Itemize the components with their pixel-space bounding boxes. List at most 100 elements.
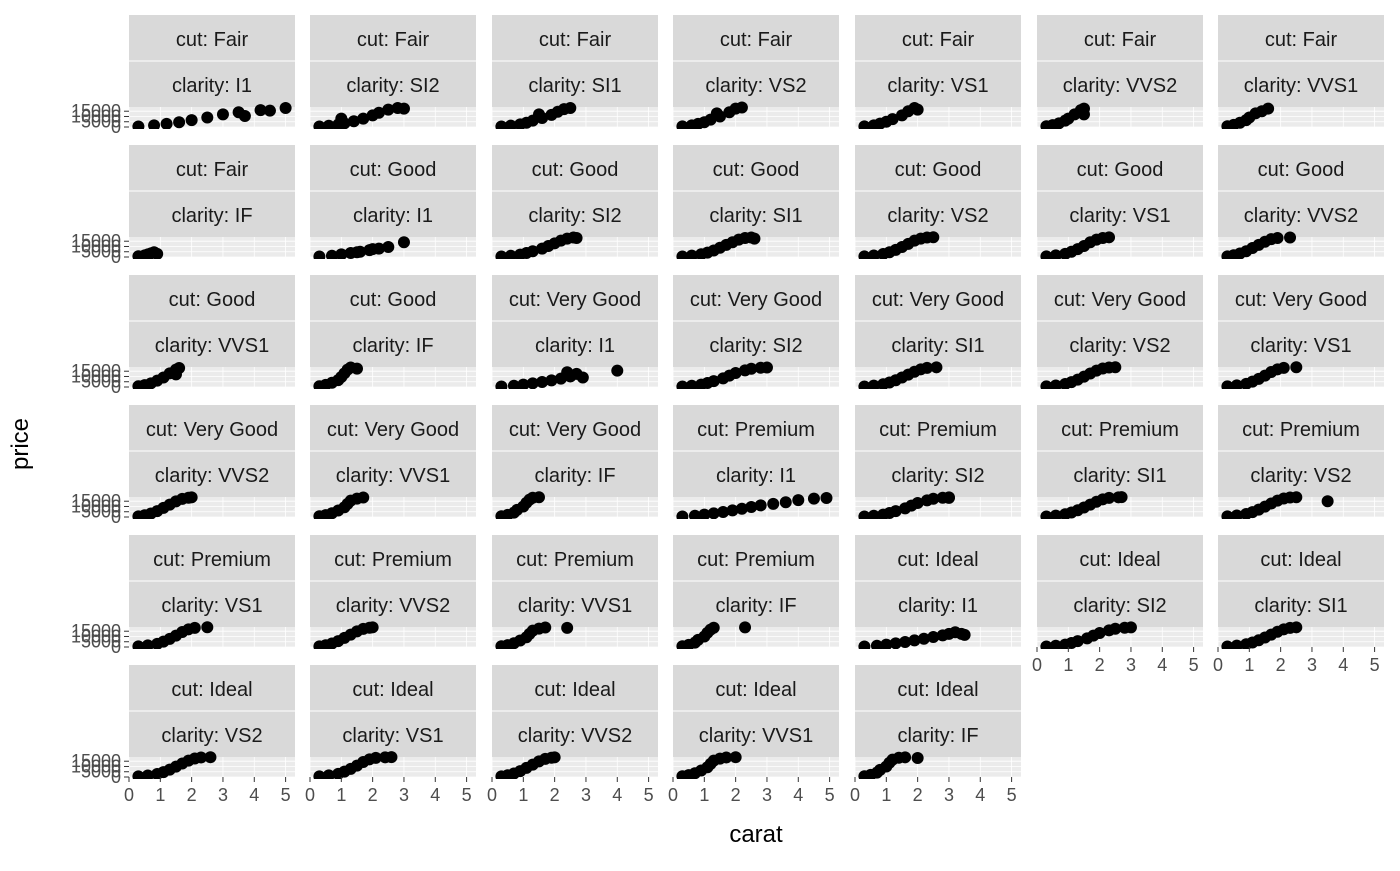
data-point	[185, 491, 198, 504]
strip-cut-label: cut: Fair	[357, 29, 430, 51]
x-tick-label: 3	[1126, 655, 1136, 675]
data-point	[263, 104, 276, 117]
strip-cut-bg	[492, 15, 658, 61]
data-point	[397, 102, 410, 115]
x-tick-label: 3	[762, 785, 772, 805]
facet-panel: cut: Good clarity: VVS2	[1217, 145, 1384, 259]
strip-cut-label: cut: Very Good	[509, 289, 641, 311]
points-group	[676, 101, 748, 129]
strip-cut-label: cut: Fair	[902, 29, 975, 51]
x-tick-label: 5	[281, 785, 291, 805]
data-point	[930, 361, 943, 374]
facet-panel: cut: Fair clarity: SI1	[491, 15, 658, 129]
strip-clarity-bg	[310, 61, 476, 107]
points-group	[132, 246, 164, 259]
strip-cut-label: cut: Premium	[334, 549, 452, 571]
x-tick-label: 4	[430, 785, 440, 805]
data-point	[160, 117, 173, 129]
data-point	[335, 112, 348, 125]
x-tick-label: 2	[731, 785, 741, 805]
strip-cut-bg	[673, 145, 839, 191]
data-point	[911, 103, 924, 116]
data-point	[1221, 640, 1234, 649]
strip-cut-bg	[1037, 145, 1203, 191]
data-point	[867, 249, 880, 259]
facet-panel: cut: Very Good clarity: VVS2 0500010000150…	[71, 405, 295, 527]
strip-clarity-label: clarity: VVS1	[1244, 75, 1358, 97]
data-point	[141, 249, 154, 259]
data-point	[1049, 509, 1062, 519]
strip-clarity-bg	[129, 321, 295, 367]
x-tick-label: 5	[462, 785, 472, 805]
strip-clarity-bg	[129, 61, 295, 107]
strip-cut-label: cut: Premium	[1061, 419, 1179, 441]
data-point	[350, 246, 363, 259]
strip-clarity-label: clarity: SI1	[1254, 595, 1347, 617]
strip-cut-label: cut: Premium	[879, 419, 997, 441]
facet-panel: cut: Premium clarity: SI1	[1036, 405, 1203, 519]
y-tick-label: 10000	[71, 236, 121, 256]
strip-cut-label: cut: Fair	[1265, 29, 1338, 51]
data-point	[676, 510, 689, 519]
points-group	[132, 362, 186, 389]
data-point	[735, 101, 748, 114]
data-point	[1040, 380, 1053, 389]
data-point	[911, 752, 924, 765]
strip-cut-bg	[492, 145, 658, 191]
strip-clarity-label: clarity: SI1	[528, 75, 621, 97]
x-tick-label: 0	[1032, 655, 1042, 675]
strip-cut-label: cut: Very Good	[146, 419, 278, 441]
strip-clarity-label: clarity: VVS2	[518, 725, 632, 747]
data-point	[1040, 510, 1053, 519]
facet-panel: cut: Fair clarity: VVS2	[1036, 15, 1203, 129]
strip-cut-bg	[1218, 275, 1384, 321]
strip-cut-label: cut: Ideal	[715, 679, 796, 701]
data-point	[539, 621, 552, 634]
data-point	[707, 507, 720, 519]
strip-clarity-bg	[1037, 581, 1203, 627]
data-point	[201, 621, 214, 634]
data-point	[1277, 361, 1290, 374]
y-tick-label: 0	[111, 767, 121, 787]
strip-clarity-label: clarity: VVS2	[336, 595, 450, 617]
data-point	[1040, 250, 1053, 259]
points-group	[676, 361, 773, 389]
strip-cut-bg	[855, 145, 1021, 191]
strip-cut-label: cut: Good	[350, 159, 437, 181]
data-point	[132, 120, 145, 129]
x-axis-title: carat	[729, 821, 783, 848]
y-tick-label: 0	[111, 637, 121, 657]
data-point	[561, 366, 574, 379]
data-point	[548, 751, 561, 764]
strip-clarity-bg	[855, 711, 1021, 757]
x-tick-label: 5	[1007, 785, 1017, 805]
x-tick-label: 2	[187, 785, 197, 805]
data-point	[495, 120, 508, 129]
points-group	[132, 751, 217, 779]
strip-cut-bg	[1218, 405, 1384, 451]
data-point	[870, 639, 883, 649]
y-tick-label: 0	[111, 507, 121, 527]
facet-panel: cut: Good clarity: SI1	[672, 145, 839, 259]
strip-clarity-bg	[310, 711, 476, 757]
facet-panel: cut: Very Good clarity: IF	[491, 405, 658, 519]
x-tick-label: 1	[1244, 655, 1254, 675]
points-group	[858, 231, 940, 259]
points-group	[1040, 102, 1090, 129]
strip-cut-label: cut: Good	[895, 159, 982, 181]
strip-clarity-label: clarity: VS2	[161, 725, 262, 747]
data-point	[536, 375, 549, 388]
data-point	[1290, 621, 1303, 634]
points-group	[1221, 102, 1275, 129]
strip-cut-bg	[1037, 535, 1203, 581]
data-point	[720, 751, 733, 764]
strip-clarity-bg	[673, 61, 839, 107]
strip-clarity-label: clarity: VVS2	[155, 465, 269, 487]
y-tick-label: 15000	[71, 101, 121, 121]
data-point	[889, 637, 902, 649]
strip-cut-label: cut: Good	[532, 159, 619, 181]
x-tick-label: 2	[1095, 655, 1105, 675]
strip-cut-label: cut: Very Good	[509, 419, 641, 441]
